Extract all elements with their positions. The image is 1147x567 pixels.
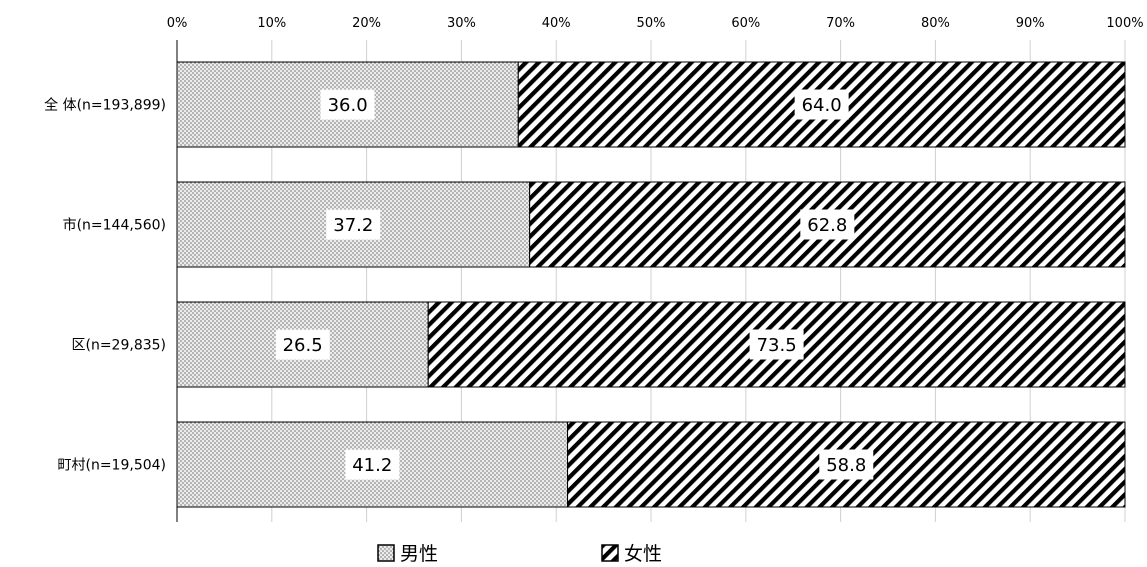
legend: 男性 女性: [377, 543, 662, 565]
data-label: 73.5: [757, 335, 797, 356]
data-label: 37.2: [333, 215, 373, 236]
x-axis-ticks: 0% 10% 20% 30% 40% 50% 60% 70% 80% 90% 100%: [167, 16, 1144, 31]
category-label: 全 体(n=193,899): [44, 97, 166, 114]
x-tick-label: 100%: [1106, 16, 1143, 31]
data-label-background: [275, 329, 330, 360]
x-tick-label: 90%: [1016, 16, 1045, 31]
x-tick-label: 40%: [542, 16, 571, 31]
x-tick-label: 50%: [637, 16, 666, 31]
data-label-background: [326, 209, 381, 240]
x-tick-label: 10%: [257, 16, 286, 31]
legend-swatch-female: [601, 544, 619, 562]
data-label: 62.8: [807, 215, 847, 236]
data-label-background: [345, 449, 400, 480]
legend-label: 男性: [400, 543, 438, 565]
data-label-background: [749, 329, 804, 360]
category-label: 区(n=29,835): [71, 338, 166, 354]
data-label-background: [819, 449, 874, 480]
x-tick-label: 0%: [167, 16, 188, 31]
legend-label: 女性: [624, 543, 662, 565]
legend-swatch-male: [377, 544, 395, 562]
data-label: 64.0: [802, 95, 842, 116]
category-label: 市(n=144,560): [63, 217, 166, 234]
x-tick-label: 70%: [826, 16, 855, 31]
data-label-background: [794, 89, 849, 120]
data-label: 36.0: [328, 95, 368, 116]
data-label: 41.2: [352, 455, 392, 476]
data-label-background: [800, 209, 855, 240]
x-tick-label: 20%: [352, 16, 381, 31]
data-labels: 36.0 64.0 37.2 62.8 26.5 73.5 41.2 58.8: [275, 89, 874, 480]
data-label: 58.8: [826, 455, 866, 476]
x-tick-label: 30%: [447, 16, 476, 31]
x-tick-label: 80%: [921, 16, 950, 31]
category-label: 町村(n=19,504): [57, 458, 166, 474]
x-tick-label: 60%: [731, 16, 760, 31]
data-label-background: [320, 89, 375, 120]
category-labels: 全 体(n=193,899) 市(n=144,560) 区(n=29,835) 町村(…: [44, 97, 166, 474]
data-label: 26.5: [283, 335, 323, 356]
